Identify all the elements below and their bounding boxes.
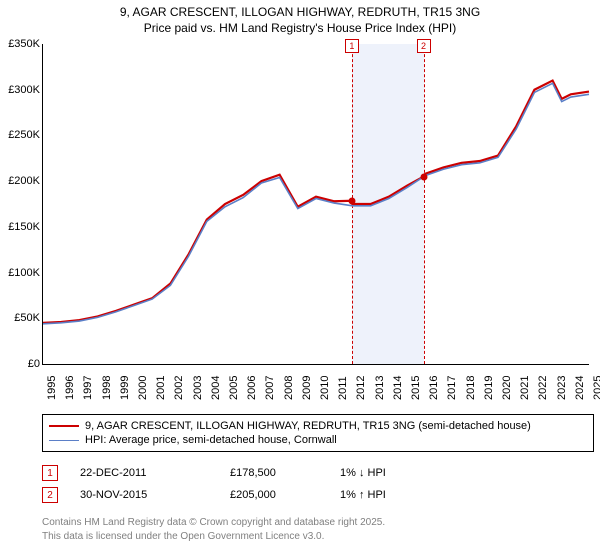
x-tick-label: 2006 <box>246 376 258 400</box>
legend-label: 9, AGAR CRESCENT, ILLOGAN HIGHWAY, REDRU… <box>85 420 531 432</box>
transaction-date: 30-NOV-2015 <box>80 489 230 501</box>
plot-area: 12 <box>42 44 589 365</box>
x-tick-label: 2015 <box>410 376 422 400</box>
legend-label: HPI: Average price, semi-detached house,… <box>85 434 337 446</box>
legend: 9, AGAR CRESCENT, ILLOGAN HIGHWAY, REDRU… <box>42 414 594 452</box>
y-tick-label: £100K <box>0 267 40 279</box>
x-tick-label: 2023 <box>556 376 568 400</box>
legend-swatch <box>49 440 79 441</box>
legend-row: HPI: Average price, semi-detached house,… <box>49 433 587 447</box>
y-tick-label: £250K <box>0 129 40 141</box>
x-tick-label: 2020 <box>501 376 513 400</box>
x-tick-label: 1995 <box>46 376 58 400</box>
y-tick-label: £300K <box>0 84 40 96</box>
event-marker: 1 <box>345 39 359 53</box>
transaction-delta: 1% ↓ HPI <box>340 467 440 479</box>
transaction-marker: 2 <box>42 487 58 503</box>
x-tick-label: 2024 <box>574 376 586 400</box>
x-tick-label: 2025 <box>592 376 600 400</box>
x-tick-label: 2001 <box>155 376 167 400</box>
y-tick-label: £150K <box>0 221 40 233</box>
transaction-delta: 1% ↑ HPI <box>340 489 440 501</box>
event-marker: 2 <box>417 39 431 53</box>
y-tick-label: £350K <box>0 38 40 50</box>
transaction-marker: 1 <box>42 465 58 481</box>
x-tick-label: 2005 <box>228 376 240 400</box>
x-tick-label: 2002 <box>173 376 185 400</box>
x-tick-label: 2009 <box>301 376 313 400</box>
x-tick-label: 2018 <box>465 376 477 400</box>
x-tick-label: 2014 <box>392 376 404 400</box>
x-tick-label: 2012 <box>355 376 367 400</box>
y-tick-label: £200K <box>0 175 40 187</box>
x-tick-label: 1996 <box>64 376 76 400</box>
x-tick-label: 2010 <box>319 376 331 400</box>
x-tick-label: 2019 <box>483 376 495 400</box>
x-tick-label: 2013 <box>374 376 386 400</box>
y-tick-label: £50K <box>0 312 40 324</box>
sale-point <box>348 197 355 204</box>
event-line <box>424 44 425 364</box>
highlight-band <box>352 44 424 364</box>
transaction-date: 22-DEC-2011 <box>80 467 230 479</box>
x-tick-label: 2004 <box>210 376 222 400</box>
transaction-table: 1 22-DEC-2011£178,5001% ↓ HPI 2 30-NOV-2015… <box>42 462 582 506</box>
transaction-row: 1 22-DEC-2011£178,5001% ↓ HPI <box>42 462 582 484</box>
credits-line-2: This data is licensed under the Open Gov… <box>42 530 385 544</box>
x-tick-label: 2017 <box>446 376 458 400</box>
series-line-address <box>43 81 589 323</box>
legend-swatch <box>49 425 79 427</box>
credits-line-1: Contains HM Land Registry data © Crown c… <box>42 516 385 530</box>
series-svg <box>43 44 589 364</box>
x-tick-label: 2008 <box>283 376 295 400</box>
series-line-hpi <box>43 83 589 323</box>
sale-point <box>420 173 427 180</box>
chart-title: 9, AGAR CRESCENT, ILLOGAN HIGHWAY, REDRU… <box>0 0 600 36</box>
x-tick-label: 2000 <box>137 376 149 400</box>
x-tick-label: 1997 <box>82 376 94 400</box>
legend-row: 9, AGAR CRESCENT, ILLOGAN HIGHWAY, REDRU… <box>49 419 587 433</box>
x-tick-label: 2016 <box>428 376 440 400</box>
y-tick-label: £0 <box>0 358 40 370</box>
transaction-price: £205,000 <box>230 489 340 501</box>
chart-container: 9, AGAR CRESCENT, ILLOGAN HIGHWAY, REDRU… <box>0 0 600 560</box>
x-tick-label: 2007 <box>264 376 276 400</box>
x-tick-label: 2021 <box>519 376 531 400</box>
x-tick-label: 1998 <box>101 376 113 400</box>
transaction-price: £178,500 <box>230 467 340 479</box>
title-line-1: 9, AGAR CRESCENT, ILLOGAN HIGHWAY, REDRU… <box>0 4 600 20</box>
x-tick-label: 2022 <box>537 376 549 400</box>
transaction-row: 2 30-NOV-2015£205,0001% ↑ HPI <box>42 484 582 506</box>
title-line-2: Price paid vs. HM Land Registry's House … <box>0 20 600 36</box>
credits: Contains HM Land Registry data © Crown c… <box>42 516 385 543</box>
x-tick-label: 2003 <box>192 376 204 400</box>
x-tick-label: 2011 <box>337 376 349 400</box>
x-tick-label: 1999 <box>119 376 131 400</box>
